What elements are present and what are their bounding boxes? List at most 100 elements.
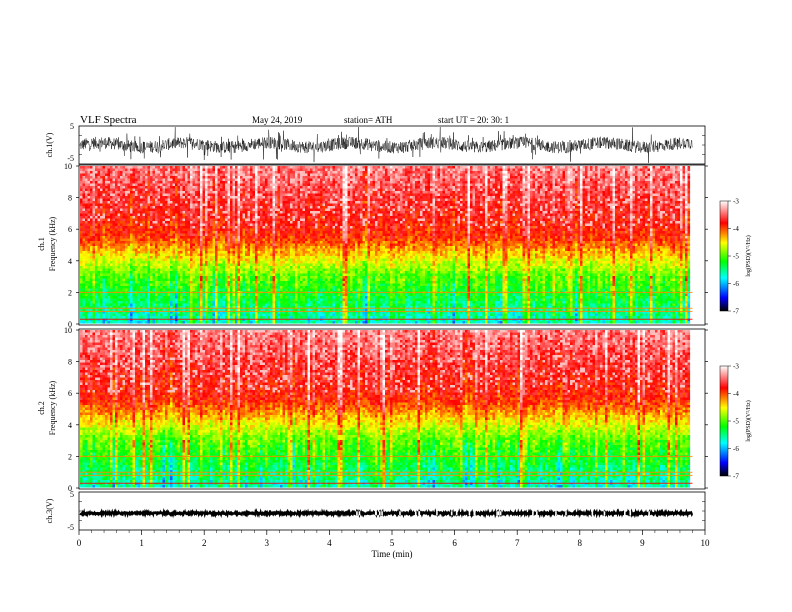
spectrogram-cell xyxy=(150,191,153,194)
spectrogram-cell xyxy=(82,178,86,182)
spectrogram-cell xyxy=(257,316,261,319)
spectrogram-cell xyxy=(202,196,206,199)
spectrogram-cell xyxy=(115,296,118,299)
spectrogram-cell xyxy=(267,221,271,224)
spectrogram-cell xyxy=(267,241,271,244)
spectrogram-cell xyxy=(262,196,266,199)
spectrogram-cell xyxy=(220,206,223,209)
spectrogram-cell xyxy=(152,218,156,222)
spectrogram-cell xyxy=(105,293,108,297)
spectrogram-cell xyxy=(105,233,108,237)
spectrogram-cell xyxy=(122,236,126,239)
spectrogram-cell xyxy=(190,198,193,202)
spectrogram-cell xyxy=(150,166,153,169)
spectrogram-cell xyxy=(150,238,153,242)
spectrogram-cell xyxy=(175,168,178,172)
spectrogram-cell xyxy=(232,186,236,189)
spectrogram-cell xyxy=(120,228,123,232)
spectrogram-cell xyxy=(82,218,86,222)
spectrogram-cell xyxy=(200,193,203,197)
spectrogram-cell xyxy=(222,283,226,287)
spectrogram-cell xyxy=(270,268,273,272)
spectrogram-cell xyxy=(117,311,121,314)
spectrogram-cell xyxy=(95,271,98,274)
spectrogram-cell xyxy=(90,298,93,302)
spectrogram-cell xyxy=(212,303,216,307)
spectrogram-cell xyxy=(185,183,188,187)
spectrogram-cell xyxy=(180,238,183,242)
spectrogram-cell xyxy=(132,206,136,209)
spectrogram-cell xyxy=(190,258,193,262)
spectrogram-cell xyxy=(140,226,143,229)
spectrogram-cell xyxy=(105,301,108,304)
spectrogram-cell xyxy=(87,311,91,314)
spectrogram-cell xyxy=(167,166,171,169)
spectrogram-cell xyxy=(120,313,123,317)
spectrogram-cell xyxy=(80,233,83,237)
spectrogram-cell xyxy=(140,241,143,244)
spectrogram-cell xyxy=(252,296,256,299)
spectrogram-cell xyxy=(105,188,108,192)
spectrogram-cell xyxy=(140,308,143,312)
spectrogram-cell xyxy=(237,201,241,204)
spectrogram-cell xyxy=(177,318,181,322)
spectrogram-cell xyxy=(197,183,201,187)
spectrogram-cell xyxy=(187,213,191,217)
spectrogram-cell xyxy=(272,186,276,189)
spectrogram-cell xyxy=(262,318,266,322)
spectrogram-cell xyxy=(240,241,243,244)
spectrogram-cell xyxy=(127,266,131,269)
spectrogram-cell xyxy=(255,178,258,182)
spectrogram-cell xyxy=(202,178,206,182)
spectrogram-cell xyxy=(120,268,123,272)
spectrogram-cell xyxy=(90,263,93,267)
spectrogram-cell xyxy=(197,298,201,302)
spectrogram-cell xyxy=(115,263,118,267)
spectrogram-cell xyxy=(85,166,88,169)
spectrogram-cell xyxy=(127,316,131,319)
spectrogram-cell xyxy=(212,298,216,302)
spectrogram-cell xyxy=(172,271,176,274)
spectrogram-cell xyxy=(205,178,208,182)
spectrogram-cell xyxy=(275,266,278,269)
spectrogram-cell xyxy=(172,251,176,254)
spectrogram-cell xyxy=(95,226,98,229)
spectrogram-cell xyxy=(130,166,133,169)
spectrogram-cell xyxy=(205,293,208,297)
spectrogram-cell xyxy=(122,278,126,282)
spectrogram-cell xyxy=(172,318,176,322)
spectrogram-cell xyxy=(272,208,276,212)
spectrogram-cell xyxy=(267,166,271,169)
spectrogram-cell xyxy=(182,273,186,277)
spectrogram-cell xyxy=(80,206,83,209)
spectrogram-cell xyxy=(90,306,93,309)
spectrogram-cell xyxy=(252,248,256,252)
spectrogram-cell xyxy=(130,191,133,194)
spectrogram-cell xyxy=(177,168,181,172)
spectrogram-cell xyxy=(137,306,141,309)
spectrogram-cell xyxy=(247,193,251,197)
spectrogram-cell xyxy=(207,208,211,212)
spectrogram-cell xyxy=(147,313,151,317)
spectrogram-cell xyxy=(175,233,178,237)
spectrogram-cell xyxy=(125,271,128,274)
spectrogram-cell xyxy=(182,171,186,174)
spectrogram-cell xyxy=(237,243,241,247)
spectrogram-cell xyxy=(275,288,278,292)
spectrogram-cell xyxy=(152,211,156,214)
spectrogram-cell xyxy=(247,283,251,287)
spectrogram-cell xyxy=(240,238,243,242)
spectrogram-cell xyxy=(132,301,136,304)
spectrogram-cell xyxy=(115,173,118,177)
spectrogram-cell xyxy=(225,321,228,324)
spectrogram-cell xyxy=(87,251,91,254)
spectrogram-cell xyxy=(240,221,243,224)
spectrogram-cell xyxy=(217,283,221,287)
spectrogram-cell xyxy=(147,198,151,202)
spectrogram-cell xyxy=(130,261,133,264)
spectrogram-cell xyxy=(102,238,106,242)
spectrogram-cell xyxy=(227,206,231,209)
spectrogram-cell xyxy=(80,281,83,284)
spectrogram-cell xyxy=(225,211,228,214)
spectrogram-cell xyxy=(170,236,173,239)
